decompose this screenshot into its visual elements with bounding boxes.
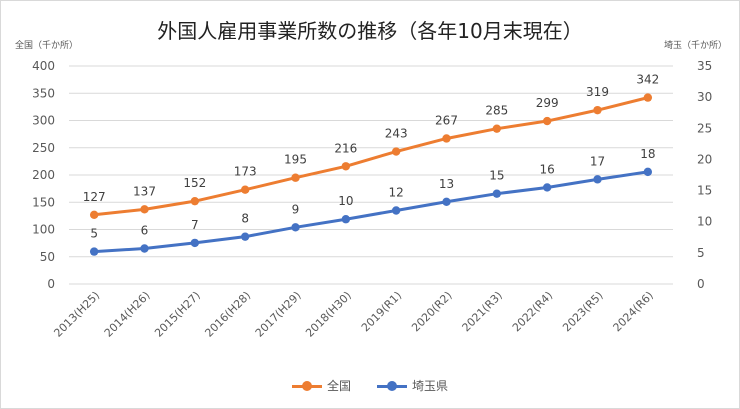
left-axis-tick-label: 50 (40, 250, 55, 264)
data-label: 319 (586, 85, 609, 99)
data-label: 152 (183, 176, 206, 190)
data-label: 16 (540, 162, 555, 176)
right-axis-tick-label: 0 (697, 277, 705, 291)
data-label: 6 (141, 223, 149, 237)
right-axis-tick-label: 10 (697, 215, 712, 229)
x-axis-tick-label: 2024(R6) (611, 289, 656, 334)
right-axis-unit-label: 埼玉（千か所） (663, 41, 727, 51)
data-point (140, 205, 149, 214)
left-axis-tick-label: 300 (32, 114, 55, 128)
data-point (89, 210, 99, 219)
data-point (542, 183, 552, 192)
series-line-national (92, 96, 650, 217)
data-point (89, 247, 99, 256)
data-label: 299 (536, 96, 559, 110)
data-label: 9 (292, 202, 300, 216)
left-axis-tick-label: 350 (32, 86, 55, 100)
series-line-saitama (92, 170, 650, 254)
x-axis-tick-label: 2018(H30) (303, 289, 354, 340)
data-label: 342 (636, 73, 659, 87)
data-label: 12 (389, 186, 404, 200)
left-axis-tick-label: 100 (32, 223, 55, 237)
right-axis-tick-label: 30 (697, 90, 712, 104)
left-axis-tick-label: 400 (32, 59, 55, 73)
data-point (140, 244, 149, 253)
left-axis-tick-label: 250 (32, 141, 55, 155)
x-axis-tick-label: 2022(R4) (510, 289, 555, 334)
x-axis-tick-label: 2014(H26) (102, 289, 153, 340)
legend-item-saitama: 埼玉県 (377, 377, 448, 394)
right-axis-tick-label: 25 (697, 121, 712, 135)
data-point (442, 197, 451, 206)
left-axis-tick-label: 150 (32, 195, 55, 209)
data-label: 195 (284, 153, 307, 167)
x-axis-tick-label: 2021(R3) (460, 289, 505, 334)
left-axis-unit-label: 全国（千か所） (15, 41, 79, 51)
data-label: 13 (439, 177, 454, 191)
x-axis-tick-label: 2015(H27) (152, 289, 203, 340)
data-point (391, 147, 401, 156)
legend-swatch-national (291, 380, 322, 391)
data-label: 127 (83, 190, 106, 204)
data-point (492, 124, 502, 133)
legend-label-saitama: 埼玉県 (412, 379, 449, 393)
data-point (593, 105, 602, 115)
data-label: 243 (385, 127, 408, 141)
data-point (291, 223, 300, 232)
left-axis-tick-label: 200 (32, 168, 55, 182)
x-axis-tick-label: 2016(H28) (202, 289, 253, 340)
data-point (240, 232, 250, 241)
data-label: 216 (334, 141, 357, 155)
data-point (542, 116, 552, 126)
legend-swatch-saitama (377, 380, 407, 391)
data-point (240, 185, 250, 194)
left-axis-tick-label: 0 (47, 277, 55, 291)
x-axis-tick-label: 2020(R2) (409, 289, 454, 334)
chart-title: 外国人雇用事業所数の推移（各年10月末現在） (157, 19, 583, 43)
data-point (190, 238, 200, 248)
right-axis-tick-label: 5 (697, 246, 705, 260)
data-point (593, 175, 602, 184)
data-point (341, 215, 351, 224)
legend-item-national: 全国 (291, 377, 351, 394)
data-point (643, 167, 653, 177)
data-label: 18 (640, 147, 655, 161)
data-point (341, 162, 351, 171)
x-axis-tick-label: 2023(R5) (560, 289, 605, 334)
x-axis-tick-label: 2017(H29) (253, 289, 304, 340)
right-axis-tick-label: 20 (697, 152, 712, 166)
data-label: 173 (234, 165, 257, 179)
data-label: 10 (338, 194, 353, 208)
x-axis-tick-label: 2013(H25) (51, 289, 102, 340)
x-axis-tick-label: 2019(R1) (359, 289, 404, 334)
data-label: 7 (191, 218, 199, 232)
data-point (643, 93, 653, 102)
data-label: 15 (489, 169, 504, 183)
data-point (391, 206, 401, 215)
legend: 全国 埼玉県 (1, 377, 739, 394)
right-axis-tick-label: 15 (697, 184, 712, 198)
data-point (190, 196, 200, 206)
right-axis-tick-label: 35 (697, 59, 712, 73)
data-label: 137 (133, 184, 156, 198)
data-point (291, 173, 300, 182)
data-label: 5 (90, 227, 98, 241)
data-label: 8 (241, 212, 249, 226)
data-label: 285 (485, 104, 508, 118)
legend-label-national: 全国 (326, 379, 351, 393)
data-label: 17 (590, 154, 605, 168)
data-point (442, 134, 451, 143)
data-label: 267 (435, 113, 458, 127)
data-point (492, 189, 502, 198)
